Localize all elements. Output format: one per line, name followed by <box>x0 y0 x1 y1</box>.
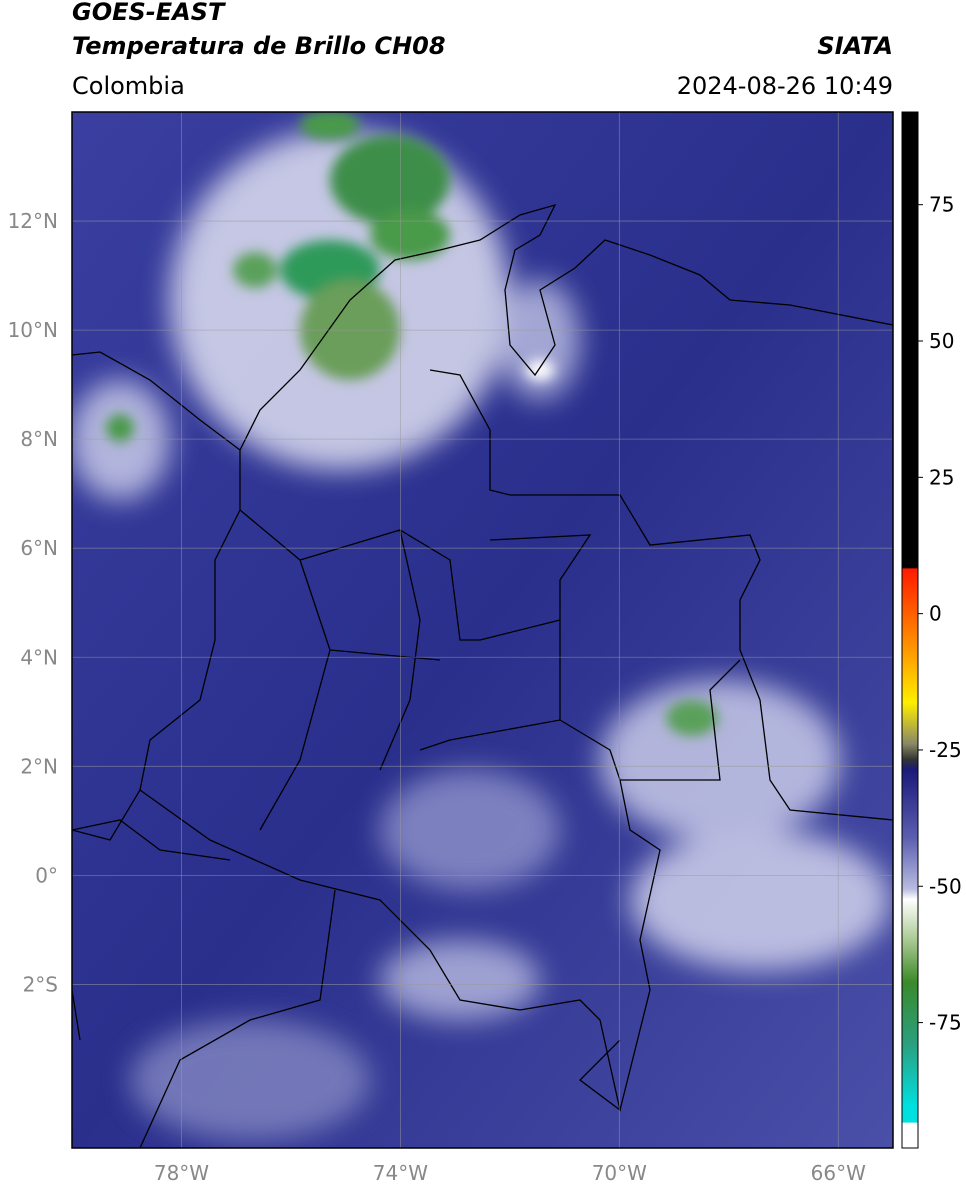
lon-tick-label: 66°W <box>811 1161 866 1185</box>
colorbar-tick-label: 75 <box>929 193 954 217</box>
lat-tick-label: 8°N <box>20 427 58 451</box>
lat-tick-label: 10°N <box>8 318 58 342</box>
colorbar-tick-label: -75 <box>929 1011 962 1035</box>
colorbar-tick-label: -50 <box>929 874 962 898</box>
lat-tick-label: 12°N <box>8 209 58 233</box>
colorbar-tick-label: 0 <box>929 602 942 626</box>
region: Colombia <box>72 72 185 100</box>
lat-tick-label: 2°N <box>20 754 58 778</box>
lat-tick-label: 6°N <box>20 536 58 560</box>
subtitle: Temperatura de Brillo CH08 <box>72 32 446 60</box>
graticule <box>72 112 893 1148</box>
datetime: 2024-08-26 10:49 <box>677 72 893 100</box>
title: GOES-EAST <box>72 0 226 26</box>
lon-tick-label: 74°W <box>373 1161 428 1185</box>
colorbar <box>901 111 919 1149</box>
lat-tick-label: 0° <box>35 863 58 887</box>
satellite-image <box>72 112 893 1148</box>
lat-tick-label: 2°S <box>23 972 58 996</box>
lon-tick-label: 70°W <box>592 1161 647 1185</box>
source: SIATA <box>817 32 893 60</box>
map-frame <box>71 111 894 1149</box>
lon-tick-label: 78°W <box>154 1161 209 1185</box>
colorbar-tick-label: 25 <box>929 465 954 489</box>
colorbar-tick-label: -25 <box>929 738 962 762</box>
colorbar-tick-label: 50 <box>929 329 954 353</box>
lat-tick-label: 4°N <box>20 645 58 669</box>
